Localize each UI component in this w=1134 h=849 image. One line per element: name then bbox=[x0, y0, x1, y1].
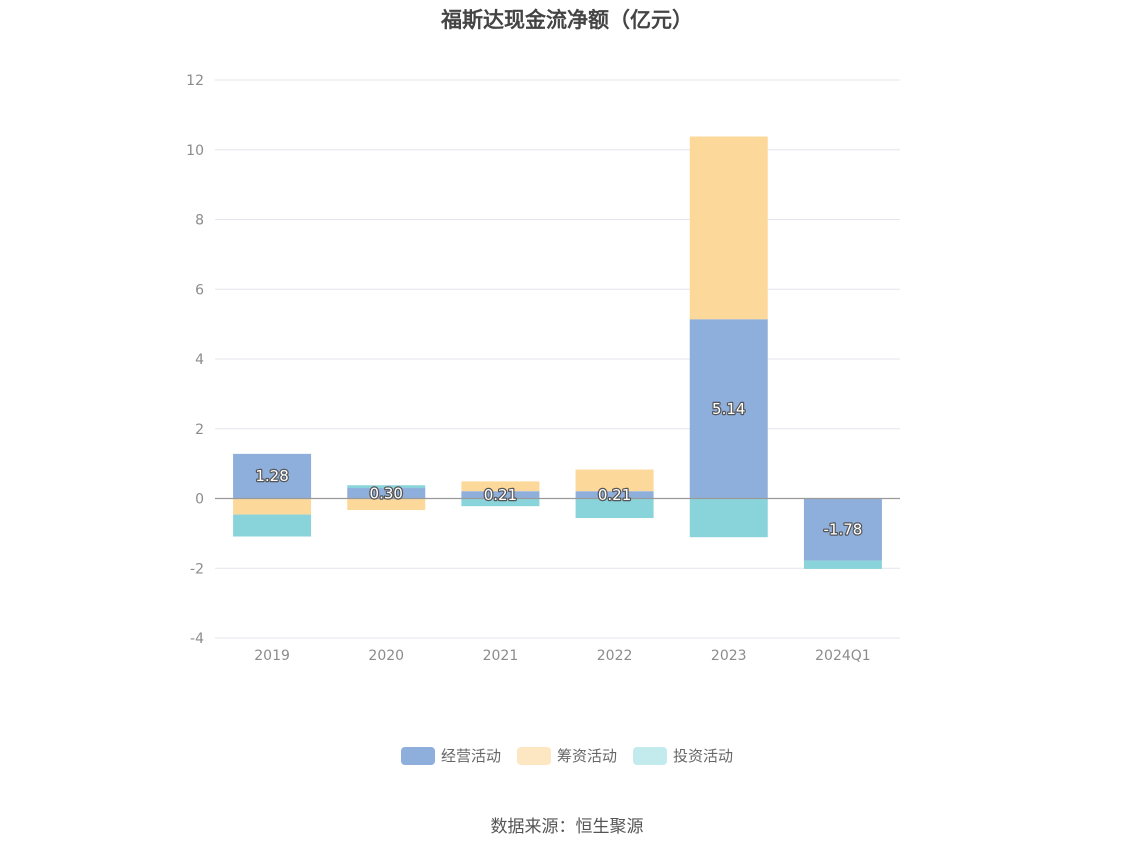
data-label: 0.21 bbox=[598, 486, 631, 504]
data-label: 1.28 bbox=[255, 467, 288, 485]
x-tick-label: 2021 bbox=[483, 648, 519, 664]
bar-segment bbox=[461, 481, 540, 492]
bar-segment bbox=[803, 560, 882, 569]
legend-swatch bbox=[516, 746, 551, 765]
x-tick-label: 2024Q1 bbox=[815, 648, 871, 664]
y-tick-label: 8 bbox=[195, 213, 204, 229]
chart-title: 福斯达现金流净额（亿元） bbox=[441, 8, 693, 32]
data-label: 0.21 bbox=[484, 486, 517, 504]
x-tick-label: 2023 bbox=[711, 648, 747, 664]
x-tick-label: 2020 bbox=[368, 648, 404, 664]
bar-segment bbox=[233, 498, 312, 515]
legend-item[interactable]: 筹资活动 bbox=[516, 745, 617, 766]
bar-segment bbox=[575, 491, 654, 499]
bar-segment bbox=[461, 491, 540, 499]
bar-segment bbox=[803, 498, 882, 561]
bar-segment bbox=[347, 485, 426, 489]
bar-segment bbox=[347, 488, 426, 499]
y-tick-label: 4 bbox=[195, 352, 204, 368]
bar-segment bbox=[347, 498, 426, 511]
legend-swatch bbox=[633, 746, 667, 765]
y-tick-label: 0 bbox=[195, 492, 204, 508]
y-tick-label: 10 bbox=[186, 143, 204, 159]
bar-segment bbox=[233, 514, 312, 537]
bar-segment bbox=[689, 498, 768, 538]
bar-segment bbox=[233, 453, 312, 499]
legend-label: 筹资活动 bbox=[556, 747, 617, 765]
y-tick-label: 6 bbox=[195, 282, 204, 298]
data-label: 0.30 bbox=[370, 484, 403, 502]
x-tick-label: 2022 bbox=[597, 648, 633, 664]
y-tick-label: 12 bbox=[186, 73, 204, 89]
x-tick-label: 2019 bbox=[254, 648, 290, 664]
bar-segment bbox=[689, 136, 768, 320]
y-tick-label: -4 bbox=[190, 631, 204, 647]
legend-label: 经营活动 bbox=[440, 747, 501, 765]
data-label: 5.14 bbox=[712, 400, 745, 418]
legend-swatch bbox=[400, 746, 435, 765]
source-note: 数据来源：恒生聚源 bbox=[490, 817, 644, 837]
bar-segment bbox=[689, 319, 768, 499]
y-tick-label: -2 bbox=[190, 561, 204, 577]
legend-item[interactable]: 投资活动 bbox=[633, 745, 733, 766]
legend-label: 投资活动 bbox=[673, 747, 734, 765]
legend: 经营活动 筹资活动 投资活动 bbox=[0, 745, 1134, 766]
bar-segment bbox=[575, 498, 654, 519]
bar-segment bbox=[461, 498, 540, 507]
data-label: -1.78 bbox=[824, 521, 863, 539]
legend-item[interactable]: 经营活动 bbox=[400, 745, 501, 766]
bar-segment bbox=[575, 469, 654, 492]
y-tick-label: 2 bbox=[195, 422, 204, 438]
